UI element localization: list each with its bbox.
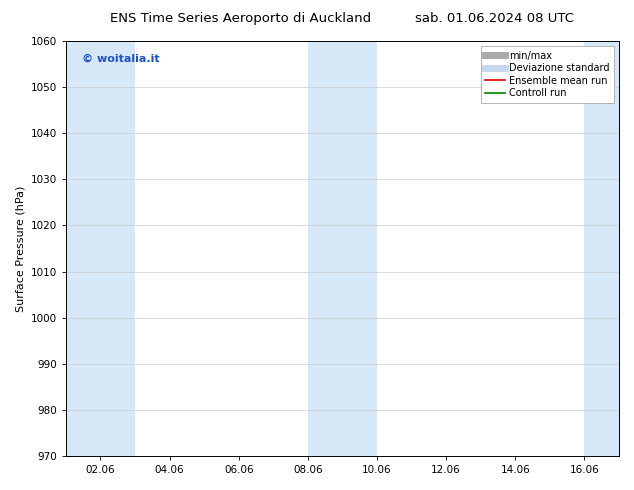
Text: © woitalia.it: © woitalia.it xyxy=(82,53,160,64)
Bar xyxy=(585,41,619,456)
Y-axis label: Surface Pressure (hPa): Surface Pressure (hPa) xyxy=(15,185,25,312)
Bar xyxy=(66,41,135,456)
Bar xyxy=(308,41,377,456)
Text: ENS Time Series Aeroporto di Auckland: ENS Time Series Aeroporto di Auckland xyxy=(110,12,372,25)
Legend: min/max, Deviazione standard, Ensemble mean run, Controll run: min/max, Deviazione standard, Ensemble m… xyxy=(481,46,614,103)
Text: sab. 01.06.2024 08 UTC: sab. 01.06.2024 08 UTC xyxy=(415,12,574,25)
